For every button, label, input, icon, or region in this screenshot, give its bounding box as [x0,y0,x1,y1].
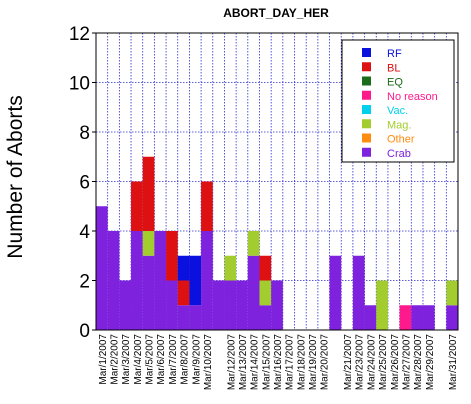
legend-label: Crab [387,148,411,160]
bar-segment-bl [131,181,143,231]
x-tick-label: Mar/10/2007 [203,334,214,391]
bar-segment-crab [422,305,435,330]
x-tick-label: Mar/25/2007 [378,334,389,391]
bar-segment-no-reason [399,305,412,330]
y-tick-label: 12 [69,24,90,45]
bar-segment-crab [142,255,155,330]
bar-segment-crab [119,280,132,330]
x-tick-label: Mar/24/2007 [366,334,377,391]
legend-swatch [362,147,371,157]
x-tick-label: Mar/16/2007 [273,334,284,391]
bar-segment-crab [189,305,202,330]
bar-segment-crab [247,255,260,330]
bar-segment-crab [352,255,365,330]
x-tick-label: Mar/26/2007 [390,334,401,391]
legend-label: Mag. [387,119,411,131]
bar-segment-bl [142,156,155,231]
y-tick-label: 6 [79,173,90,194]
legend-swatch [362,133,371,143]
legend-box [341,39,455,163]
x-tick-label: Mar/2/2007 [110,334,121,385]
bar-segment-crab [236,280,248,330]
legend-swatch [362,90,371,100]
x-tick-label: Mar/29/2007 [425,334,436,391]
bar-segment-crab [259,305,272,330]
bar-segment-crab [96,206,108,330]
legend: RF BL EQ No reason Vac. Mag. Other Crab [341,39,455,163]
bar-segment-crab [177,305,190,330]
x-tick-label: Mar/17/2007 [285,334,296,391]
bar-segment-mag- [376,280,388,330]
x-tick-label: Mar/8/2007 [180,334,191,385]
legend-label: Vac. [387,105,408,117]
x-tick-label: Mar/19/2007 [308,334,319,391]
x-tick-label: Mar/23/2007 [355,334,366,391]
bar-segment-rf [189,255,202,306]
x-tick-label: Mar/1/2007 [98,334,109,385]
bar-segment-crab [166,280,178,330]
bar-segment-mag- [224,255,237,281]
bar-segment-bl [166,231,178,281]
legend-label: BL [387,62,400,74]
y-tick-label: 8 [79,123,90,144]
bar-segment-crab [411,305,423,330]
x-tick-label: Mar/4/2007 [133,334,144,385]
y-ticks: 0 2 4 6 8 10 12 [69,24,96,342]
bar-segment-crab [131,231,143,330]
x-tick-label: Mar/28/2007 [413,334,424,391]
bar-segment-crab [154,231,167,330]
bar-segment-bl [201,181,213,231]
legend-swatch [362,105,371,114]
y-tick-label: 4 [79,222,90,243]
bar-segment-mag- [142,231,155,256]
x-tick-label: Mar/12/2007 [226,334,237,391]
bar-segment-mag- [247,231,260,256]
x-tick-label: Mar/31/2007 [448,334,459,391]
y-tick-label: 2 [79,272,90,293]
bar-segment-crab [446,305,458,330]
bar-segment-mag- [259,280,272,306]
bar-segment-bl [177,280,190,306]
bar-segment-mag- [446,280,458,306]
x-tick-label: Mar/7/2007 [168,334,179,385]
x-tick-label: Mar/5/2007 [145,334,156,385]
legend-label: RF [387,48,402,60]
legend-swatch [362,76,371,86]
bar-segment-crab [364,305,377,330]
x-tick-label: Mar/20/2007 [320,334,331,391]
legend-swatch [362,62,371,72]
x-tick-label: Mar/15/2007 [261,334,272,391]
legend-label: EQ [387,77,403,89]
bar-segment-rf [177,255,190,281]
bar-segment-crab [212,280,225,330]
y-axis-label: Number of Aborts [4,95,27,258]
x-tick-label: Mar/21/2007 [343,334,354,391]
legend-label: No reason [387,91,438,103]
legend-label: Other [387,134,415,146]
bar-segment-crab [201,231,213,330]
bar-segment-crab [224,280,237,330]
y-tick-label: 0 [79,321,90,342]
x-tick-label: Mar/18/2007 [296,334,307,391]
x-tick-label: Mar/3/2007 [121,334,132,385]
legend-swatch [362,48,371,57]
legend-swatch [362,119,371,129]
x-tick-label: Mar/13/2007 [238,334,249,391]
y-tick-label: 10 [69,74,90,95]
x-tick-label: Mar/6/2007 [156,334,167,385]
x-tick-label: Mar/14/2007 [250,334,261,391]
x-tick-label: Mar/27/2007 [401,334,412,391]
bar-segment-crab [271,280,283,330]
bar-segment-bl [259,255,272,281]
chart-title: ABORT_DAY_HER [223,6,329,20]
bar-segment-crab [107,231,120,330]
x-ticks: Mar/1/2007 Mar/2/2007 Mar/3/2007 Mar/4/2007… [98,334,459,391]
x-tick-label: Mar/9/2007 [191,334,202,385]
bars [96,156,458,330]
bar-segment-crab [329,255,342,330]
